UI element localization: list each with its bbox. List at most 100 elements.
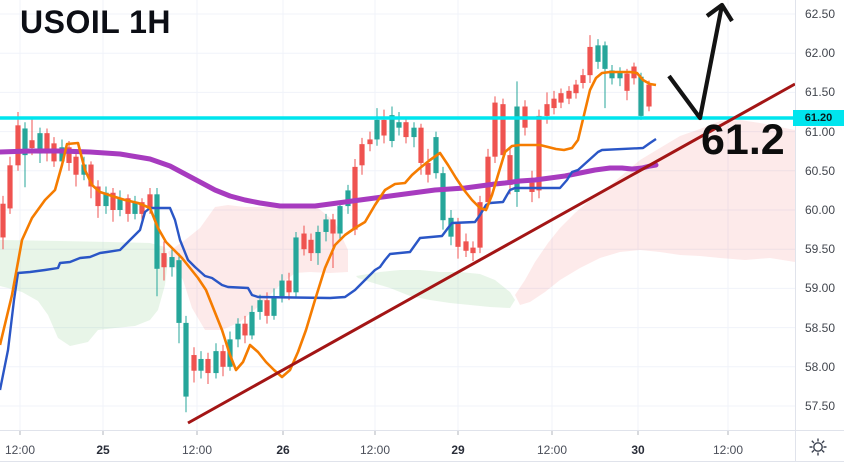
candle-body	[359, 144, 365, 166]
candle-body	[595, 45, 601, 62]
candle-body	[315, 231, 321, 254]
candle-body	[286, 280, 292, 293]
candle-body	[345, 190, 351, 207]
candle-body	[191, 355, 197, 371]
candle-body	[22, 128, 28, 156]
candle-body	[293, 237, 299, 293]
candle-body	[381, 119, 387, 136]
candle-body	[536, 115, 542, 191]
candle-body	[59, 147, 65, 162]
candle-body	[440, 173, 446, 221]
candle-body	[205, 358, 211, 374]
candle-body	[139, 202, 145, 214]
candle-body	[249, 311, 255, 336]
price-axis-label: 60.00	[805, 203, 836, 217]
candle-body	[566, 90, 572, 99]
candle-body	[103, 192, 109, 207]
candle-body	[110, 192, 116, 210]
candle-body	[507, 155, 513, 185]
orange-ma-line	[0, 70, 657, 379]
trendline-support[interactable]	[187, 82, 796, 425]
candle-body	[337, 206, 343, 234]
price-axis-label: 61.00	[805, 124, 836, 139]
time-axis-day-label: 25	[96, 443, 110, 457]
price-axis-label: 61.50	[805, 85, 836, 100]
candle-body	[367, 139, 373, 145]
candle-body	[330, 219, 336, 234]
candle-body	[463, 241, 469, 251]
axis-settings-icon[interactable]	[806, 436, 830, 458]
price-axis-label: 57.50	[805, 399, 836, 413]
candle-body	[271, 296, 277, 316]
candle-body	[213, 351, 219, 374]
candle-body	[95, 186, 101, 207]
candle-body	[161, 253, 167, 268]
time-axis-label: 12:00	[181, 443, 213, 457]
purple-ma-line	[0, 148, 659, 209]
cloud-pink_right	[515, 120, 795, 305]
candle-body	[389, 115, 395, 142]
candle-body	[301, 233, 307, 250]
symbol-title: USOIL 1H	[20, 4, 171, 40]
candle-body	[7, 165, 13, 209]
price-axis-label: 59.00	[805, 281, 836, 296]
candle-body	[638, 76, 644, 116]
candle-body	[609, 70, 615, 79]
candle-body	[470, 247, 476, 254]
candle-body	[587, 46, 593, 76]
candle-body	[425, 162, 431, 175]
price-axis-label: 62.00	[805, 46, 836, 61]
candle-body	[580, 75, 586, 83]
candle-body	[411, 127, 417, 138]
breakout-arrow[interactable]	[667, 4, 725, 121]
time-axis-label: 12:00	[359, 443, 391, 457]
breakout-arrow-head	[705, 2, 734, 23]
candle-body	[0, 203, 6, 238]
candle-body	[492, 102, 498, 157]
time-axis-label: 12:00	[4, 443, 36, 457]
candle-body	[418, 127, 424, 163]
candle-body	[602, 45, 608, 69]
candle-body	[235, 323, 241, 340]
price-axis-label: 58.00	[805, 359, 836, 374]
candle-body	[37, 133, 43, 154]
candle-body	[403, 122, 409, 138]
price-level-badge: 61.20	[793, 110, 844, 126]
candle-body	[279, 280, 285, 297]
candle-body	[169, 257, 175, 268]
candle-body	[514, 106, 520, 192]
candle-body	[323, 219, 329, 232]
candle-body	[198, 358, 204, 371]
candle-body	[573, 84, 579, 94]
price-axis-label: 59.50	[805, 242, 836, 257]
candle-body	[448, 217, 454, 237]
cloud-green_mid	[356, 270, 515, 308]
candle-body	[242, 323, 248, 336]
time-axis-day-label: 26	[276, 443, 290, 457]
candle-body	[147, 194, 153, 209]
price-axis-label: 60.50	[805, 163, 836, 178]
candle-body	[551, 98, 557, 109]
candle-body	[544, 104, 550, 116]
candle-body	[220, 351, 226, 367]
blue-baseline	[0, 138, 657, 391]
candle-body	[257, 300, 263, 312]
cloud-green_left	[0, 240, 168, 346]
price-axis-label: 62.50	[805, 7, 836, 21]
price-axis-label: 58.50	[805, 320, 836, 335]
time-axis-label: 12:00	[712, 443, 744, 457]
candle-body	[500, 104, 506, 156]
candle-body	[117, 198, 123, 210]
candle-body	[125, 198, 131, 214]
candle-body	[183, 322, 189, 397]
candle-body	[132, 202, 138, 214]
candle-body	[88, 164, 94, 187]
candle-body	[617, 72, 623, 79]
candle-body	[308, 239, 314, 254]
candle-body	[558, 93, 564, 103]
time-axis-day-label: 29	[451, 443, 465, 457]
candle-body	[455, 223, 461, 247]
candle-body	[646, 84, 652, 107]
